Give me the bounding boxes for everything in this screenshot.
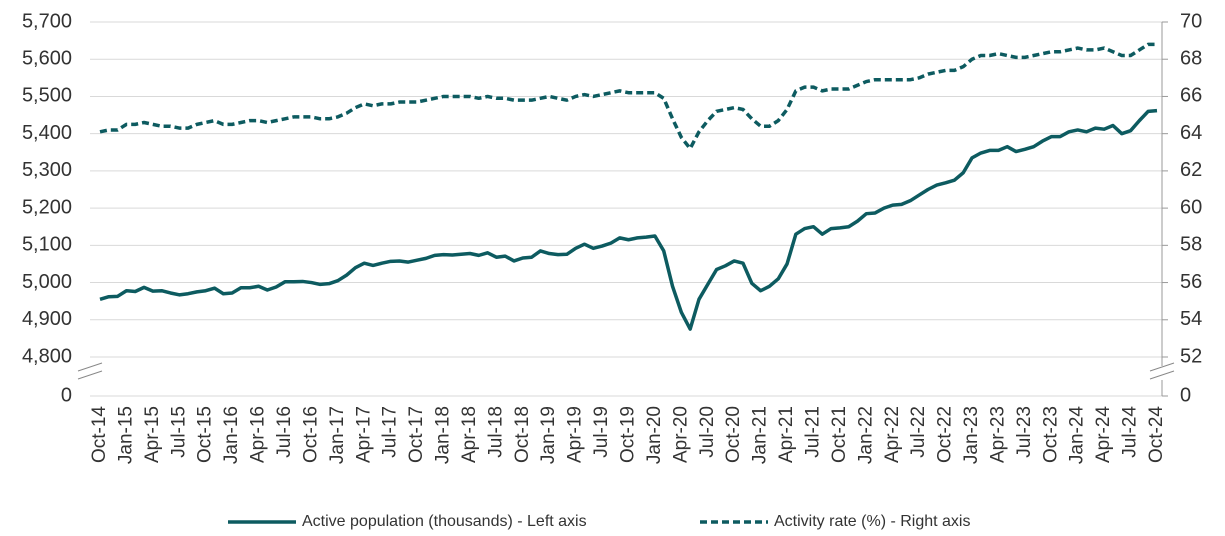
y-tick-label: 5,100 [22,234,72,256]
x-tick-label: Jul-19 [591,406,612,458]
y-tick-label: 5,700 [22,10,72,32]
x-tick-label: Oct-14 [89,406,110,463]
x-tick-label: Oct-15 [195,406,216,463]
y2-tick-label: 60 [1180,196,1202,218]
y-tick-label: 4,800 [22,345,72,367]
x-tick-label: Jan-19 [538,406,559,464]
legend-label: Activity rate (%) - Right axis [774,513,970,530]
y2-tick-label: 54 [1180,308,1202,330]
x-tick-label: Jan-21 [750,406,771,464]
x-tick-label: Jan-23 [961,406,982,464]
y2-tick-label: 52 [1180,345,1202,367]
x-tick-label: Apr-19 [565,406,586,463]
y-tick-label: 5,200 [22,196,72,218]
x-tick-label: Jul-18 [485,406,506,458]
x-tick-label: Oct-24 [1146,406,1167,463]
x-tick-label: Apr-17 [353,406,374,463]
y-tick-label: 4,900 [22,308,72,330]
x-tick-label: Jul-17 [380,406,401,458]
x-tick-label: Apr-18 [459,406,480,463]
y-tick-label: 0 [61,384,72,406]
x-tick-label: Oct-22 [935,406,956,463]
x-tick-label: Apr-24 [1093,406,1114,463]
x-tick-label: Jan-16 [221,406,242,464]
x-tick-label: Oct-19 [618,406,639,463]
axis-break [77,362,103,372]
y-tick-label: 5,300 [22,159,72,181]
x-tick-label: Jul-20 [697,406,718,458]
x-tick-label: Jul-16 [274,406,295,458]
x-tick-label: Oct-23 [1040,406,1061,463]
x-tick-label: Jul-24 [1120,406,1141,458]
x-tick-label: Jul-22 [908,406,929,458]
y-tick-label: 5,600 [22,48,72,70]
x-tick-label: Oct-21 [829,406,850,463]
x-tick-label: Jan-17 [327,406,348,464]
x-tick-label: Apr-16 [248,406,269,463]
y2-tick-label: 70 [1180,10,1202,32]
y2-tick-label: 66 [1180,85,1202,107]
x-tick-label: Apr-23 [987,406,1008,463]
y-tick-label: 5,000 [22,271,72,293]
y2-tick-label: 58 [1180,234,1202,256]
x-tick-label: Jan-18 [433,406,454,464]
axis-break [1149,370,1175,380]
y2-tick-label: 62 [1180,159,1202,181]
y2-tick-label: 56 [1180,271,1202,293]
x-tick-label: Apr-15 [142,406,163,463]
legend-label: Active population (thousands) - Left axi… [302,513,587,530]
x-tick-label: Oct-18 [512,406,533,463]
x-tick-label: Jan-20 [644,406,665,464]
y2-tick-label: 0 [1180,384,1191,406]
series-line [99,108,1158,331]
y2-tick-label: 64 [1180,122,1202,144]
axis-break [1149,362,1175,372]
series-line [99,42,1157,151]
x-tick-label: Jan-24 [1067,406,1088,465]
x-tick-label: Apr-21 [776,406,797,463]
x-tick-label: Jul-21 [802,406,823,458]
x-tick-label: Apr-20 [670,406,691,463]
x-tick-label: Oct-17 [406,406,427,463]
legend-item: Activity rate (%) - Right axis [700,513,970,530]
x-tick-label: Jul-15 [168,406,189,458]
x-tick-label: Jan-15 [115,406,136,464]
x-tick-label: Apr-22 [882,406,903,463]
x-tick-label: Oct-20 [723,406,744,463]
y-tick-label: 5,500 [22,85,72,107]
x-tick-label: Oct-16 [300,406,321,463]
x-tick-label: Jan-22 [855,406,876,464]
y2-tick-label: 68 [1180,48,1202,70]
axis-break [77,370,103,380]
x-tick-label: Jul-23 [1014,406,1035,458]
legend-item: Active population (thousands) - Left axi… [228,513,587,530]
y-tick-label: 5,400 [22,122,72,144]
